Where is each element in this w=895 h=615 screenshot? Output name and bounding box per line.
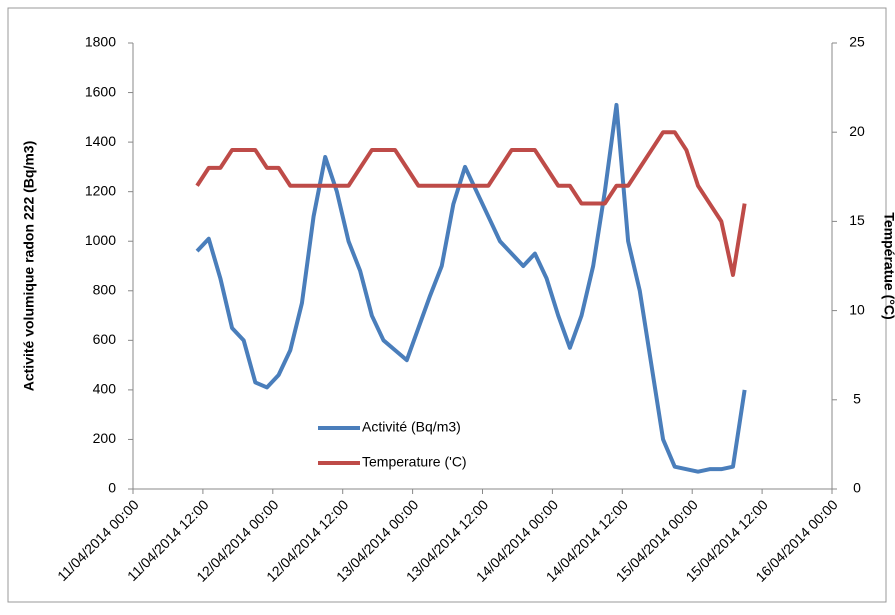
y-tick-label: 1800 — [85, 34, 116, 50]
y2-tick-label: 10 — [849, 301, 865, 317]
y2-tick-label: 15 — [849, 212, 865, 228]
data-line — [195, 130, 747, 277]
y-tick-label: 800 — [93, 281, 117, 297]
data-line — [195, 102, 747, 474]
legend-label: Activité (Bq/m3) — [362, 419, 461, 435]
y2-tick-label: 0 — [853, 480, 861, 496]
y-tick-label: 1600 — [85, 83, 116, 99]
y-tick-label: 600 — [93, 331, 117, 347]
chart-frame — [7, 7, 887, 603]
y-axis-title: Activité volumique radon 222 (Bq/m3) — [21, 141, 37, 392]
y2-tick-label: 25 — [849, 34, 865, 50]
y-tick-label: 1200 — [85, 182, 116, 198]
y-tick-label: 1000 — [85, 232, 116, 248]
y2-tick-label: 5 — [853, 391, 861, 407]
y-tick-label: 400 — [93, 381, 117, 397]
y-tick-label: 200 — [93, 430, 117, 446]
legend-label: Temperature ('C) — [362, 454, 467, 470]
y2-axis-title: Températue (°C) — [881, 212, 895, 319]
y-tick-label: 1400 — [85, 133, 116, 149]
y-tick-label: 0 — [108, 480, 116, 496]
y2-tick-label: 20 — [849, 123, 865, 139]
